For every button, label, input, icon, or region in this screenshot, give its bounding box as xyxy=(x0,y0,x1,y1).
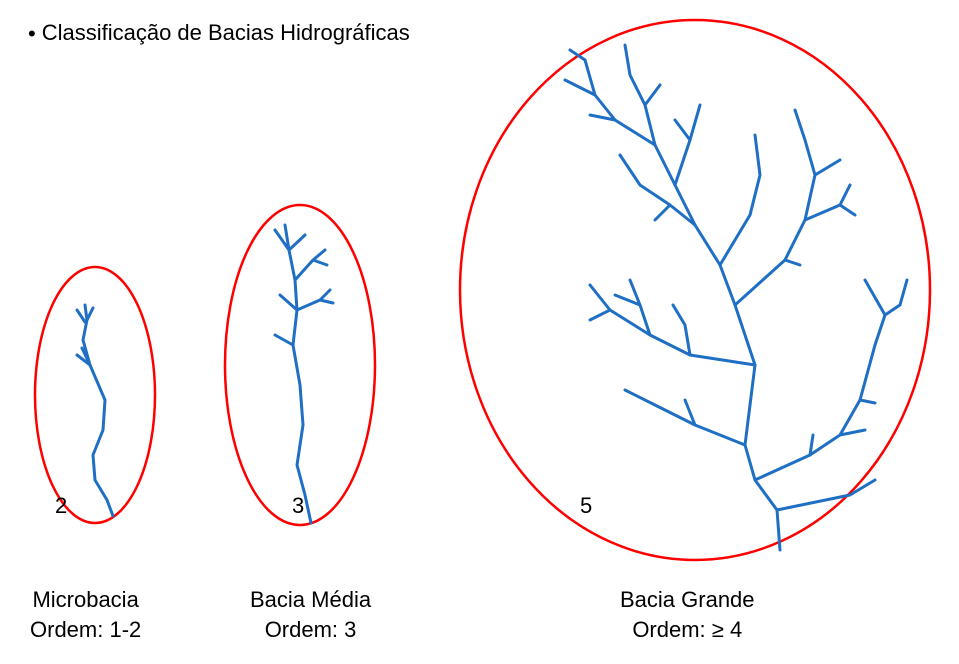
basin-label-line1: Microbacia xyxy=(30,585,141,615)
basin-label-line1: Bacia Média xyxy=(250,585,371,615)
basin-label-microbacia: MicrobaciaOrdem: 1-2 xyxy=(30,585,141,644)
stream-path xyxy=(777,480,875,510)
basin-svg-media xyxy=(215,195,385,535)
stream-path xyxy=(620,155,695,225)
basin-label-line2: Ordem: 3 xyxy=(250,615,371,645)
basin-label-line2: Ordem: 1-2 xyxy=(30,615,141,645)
basin-label-media: Bacia MédiaOrdem: 3 xyxy=(250,585,371,644)
stream-path xyxy=(590,285,755,365)
basin-number-microbacia: 2 xyxy=(55,493,67,519)
basin-svg-microbacia xyxy=(25,260,165,530)
stream-path xyxy=(275,335,293,345)
stream-path xyxy=(795,110,840,175)
basin-ellipse xyxy=(35,267,155,523)
basin-number-grande: 5 xyxy=(580,493,592,519)
stream-path xyxy=(735,175,815,305)
stream-path xyxy=(675,105,700,185)
stream-path xyxy=(755,345,875,480)
stream-path xyxy=(625,390,745,445)
title-text: Classificação de Bacias Hidrográficas xyxy=(42,20,410,45)
basin-svg-grande xyxy=(445,5,945,575)
stream-path xyxy=(565,50,595,95)
stream-path xyxy=(295,250,327,280)
stream-path xyxy=(83,305,113,516)
stream-path xyxy=(285,225,311,523)
stream-path xyxy=(720,135,760,265)
basin-number-media: 3 xyxy=(292,493,304,519)
basin-label-line2: Ordem: ≥ 4 xyxy=(620,615,755,645)
stream-path xyxy=(865,280,907,345)
stream-path xyxy=(280,290,333,310)
basin-label-grande: Bacia GrandeOrdem: ≥ 4 xyxy=(620,585,755,644)
page-title: •Classificação de Bacias Hidrográficas xyxy=(28,20,410,47)
title-bullet: • xyxy=(28,21,36,47)
basin-ellipse xyxy=(460,20,930,560)
stream-path xyxy=(615,280,650,335)
basin-label-line1: Bacia Grande xyxy=(620,585,755,615)
